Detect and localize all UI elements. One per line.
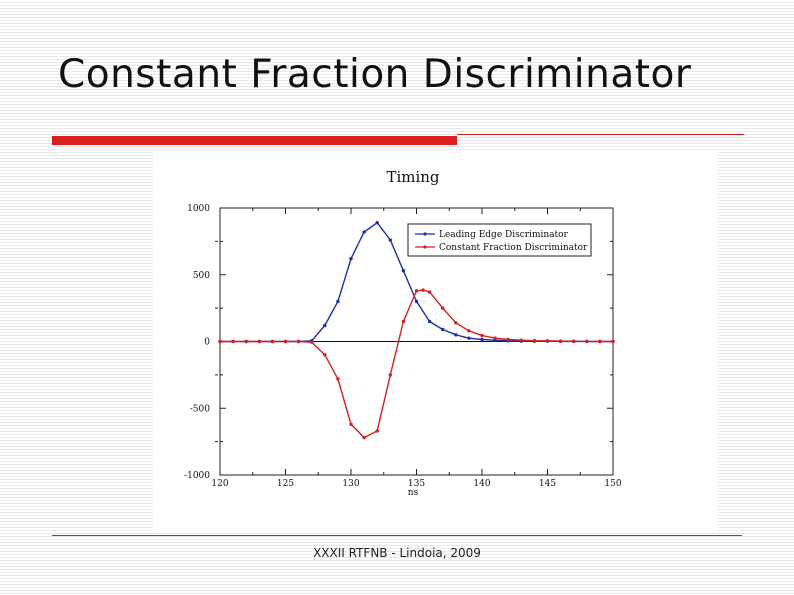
series-leading-edge-point: [441, 327, 445, 332]
y-tick-label: -1000: [184, 471, 210, 481]
series-constant-fraction-point: [441, 306, 445, 310]
series-constant-fraction-point: [414, 289, 419, 293]
series-constant-fraction-point: [611, 339, 615, 344]
x-tick-label: 130: [342, 479, 359, 489]
series-constant-fraction-point: [427, 290, 432, 294]
series-constant-fraction-point: [585, 339, 589, 344]
x-tick-label: 120: [211, 479, 228, 489]
series-leading-edge-point: [467, 336, 471, 340]
series-constant-fraction-point: [421, 288, 425, 292]
series-constant-fraction-point: [558, 339, 563, 343]
series-constant-fraction-point: [257, 339, 261, 344]
footer-text: XXXII RTFNB - Lindoia, 2009: [313, 546, 481, 560]
series-leading-edge-point: [454, 333, 458, 337]
chart-panel: Timing 120 125 130 135 140 145 150 -1000 -500 0 50…: [153, 152, 718, 532]
legend-box: [407, 223, 592, 257]
series-leading-edge-point: [414, 299, 419, 304]
series-leading-edge-point: [323, 323, 327, 328]
x-tick-label: 125: [277, 479, 294, 489]
series-leading-edge-point: [427, 319, 432, 324]
series-constant-fraction-point: [244, 339, 248, 344]
x-tick-label: 135: [408, 479, 425, 489]
title-underline-thick: [52, 136, 457, 145]
y-tick-label: 500: [193, 271, 210, 281]
series-leading-edge-point: [362, 230, 366, 234]
series-constant-fraction-point: [598, 339, 602, 344]
series-constant-fraction-point: [362, 435, 366, 440]
legend: Leading Edge Discriminator Constant Frac…: [407, 223, 592, 257]
series-constant-fraction-point: [231, 339, 235, 344]
series-constant-fraction-point: [493, 336, 497, 340]
series-constant-fraction-point: [532, 338, 537, 343]
axis-ticks: 120 125 130 135 140 145 150 -1000 -500 0 500 1000: [184, 204, 622, 489]
timing-chart: Timing 120 125 130 135 140 145 150 -1000 -500 0 50…: [184, 168, 622, 498]
series-leading-edge-point: [349, 257, 353, 261]
x-axis-label: ns: [408, 488, 419, 498]
series-constant-fraction-point: [323, 353, 327, 357]
legend-marker-constant-fraction: [423, 245, 427, 249]
x-tick-label: 145: [539, 479, 556, 489]
x-tick-label: 150: [604, 479, 621, 489]
series-constant-fraction-point: [375, 429, 379, 433]
series-constant-fraction-point: [336, 377, 340, 381]
series-constant-fraction-point: [401, 319, 406, 324]
series-constant-fraction-point: [480, 333, 484, 338]
legend-label-leading-edge: Leading Edge Discriminator: [439, 230, 569, 240]
series-constant-fraction-point: [283, 339, 288, 344]
series-layer: [218, 220, 615, 440]
series-constant-fraction-point: [519, 338, 523, 342]
legend-marker-leading-edge: [423, 232, 427, 236]
footer-divider: [52, 535, 742, 536]
series-constant-fraction-point: [388, 373, 392, 377]
title-underline-thin: [457, 134, 744, 135]
y-tick-label: -500: [190, 404, 210, 414]
series-constant-fraction-point: [506, 337, 510, 342]
series-constant-fraction-point: [545, 339, 550, 343]
x-tick-label: 140: [473, 479, 490, 489]
series-leading-edge-point: [388, 238, 392, 242]
series-leading-edge-point: [480, 337, 484, 342]
y-tick-label: 1000: [187, 204, 210, 214]
series-constant-fraction-point: [296, 339, 301, 344]
series-leading-edge-point: [401, 269, 406, 273]
y-tick-label: 0: [204, 338, 210, 348]
legend-label-constant-fraction: Constant Fraction Discriminator: [439, 243, 588, 253]
series-constant-fraction-point: [454, 321, 458, 325]
series-leading-edge-point: [375, 220, 379, 225]
series-constant-fraction-point: [310, 340, 314, 344]
series-constant-fraction-point: [349, 422, 353, 426]
series-constant-fraction-point: [218, 339, 222, 344]
series-constant-fraction-line: [220, 289, 613, 439]
chart-title: Timing: [386, 168, 439, 186]
series-constant-fraction-point: [270, 339, 275, 344]
series-leading-edge-point: [336, 299, 340, 304]
slide-title: Constant Fraction Discriminator: [58, 52, 692, 97]
series-constant-fraction-point: [467, 329, 471, 333]
series-constant-fraction-point: [572, 339, 576, 343]
